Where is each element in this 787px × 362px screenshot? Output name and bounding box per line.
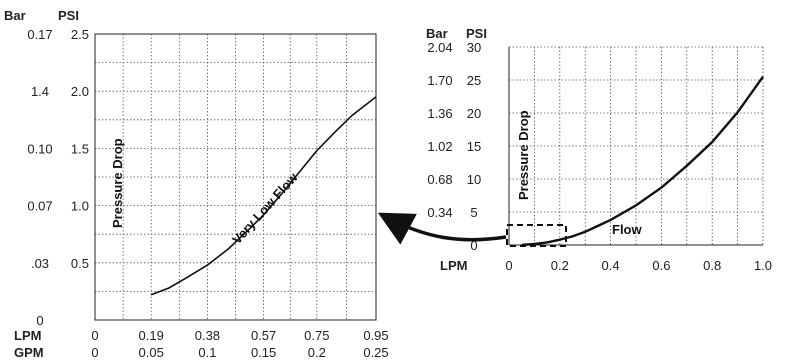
right-y-bar-tick-label: 0.34 (427, 205, 452, 220)
left-bar-unit-label: Bar (4, 8, 26, 23)
left-x-gpm-tick-label: 0.15 (251, 345, 276, 360)
left-y-psi-tick-label: 1.0 (71, 199, 89, 214)
left-y-psi-tick-label: 2.0 (71, 84, 89, 99)
right-y-psi-tick-label: 5 (470, 205, 477, 220)
right-psi-unit-label: PSI (466, 26, 487, 41)
right-chart-flow: Bar PSI 0 0.34 5 0.68 10 1.02 15 1.36 20 1.70 25 2.… (426, 26, 772, 273)
left-chart-grid (95, 34, 376, 320)
left-x-lpm-tick-label: 0.95 (363, 328, 388, 343)
right-y-psi-tick-label: 25 (467, 73, 481, 88)
left-x-gpm-tick-label: 0.25 (363, 345, 388, 360)
right-y-bar-tick-label: 1.70 (427, 73, 452, 88)
left-lpm-unit-label: LPM (14, 328, 41, 343)
right-y-psi-tick-label: 0 (470, 238, 477, 253)
right-flow-label: Flow (612, 222, 642, 237)
left-x-lpm-tick-label: 0.38 (195, 328, 220, 343)
left-x-gpm-tick-label: 0 (91, 345, 98, 360)
left-very-low-flow-label: Very Low Flow (229, 169, 301, 247)
left-y-bar-tick-label: .03 (31, 256, 49, 271)
right-y-psi-tick-label: 20 (467, 106, 481, 121)
right-x-tick-label: 0.4 (602, 258, 620, 273)
right-y-psi-tick-label: 30 (467, 40, 481, 55)
left-chart-frame (94, 33, 377, 321)
left-y-psi-tick-label: 1.5 (71, 141, 89, 156)
right-y-psi-tick-label: 10 (467, 172, 481, 187)
left-y-bar-tick-label: 0.17 (27, 27, 52, 42)
right-y-tick-labels: 0 0.34 5 0.68 10 1.02 15 1.36 20 1.70 25 2.04 30 (427, 40, 481, 253)
left-y-bar-tick-label: 0.07 (27, 199, 52, 214)
right-x-tick-labels: 0 0.2 0.4 0.6 0.8 1.0 (505, 258, 772, 273)
left-x-tick-labels: 0 0 0.19 0.05 0.38 0.1 0.57 0.15 0.75 0.2 0.95 0.25 (91, 328, 388, 360)
left-gpm-unit-label: GPM (14, 345, 44, 360)
right-y-bar-tick-label: 0.68 (427, 172, 452, 187)
left-y-bar-tick-label: 1.4 (31, 84, 49, 99)
left-y-bar-tick-label: 0 (36, 313, 43, 328)
right-bar-unit-label: Bar (426, 26, 448, 41)
left-x-lpm-tick-label: 0.19 (139, 328, 164, 343)
left-pressure-drop-label: Pressure Drop (110, 138, 125, 228)
left-series-very-low-flow-line (150, 96, 377, 296)
left-y-psi-tick-label: 2.5 (71, 27, 89, 42)
right-x-tick-label: 0 (505, 258, 512, 273)
right-x-tick-label: 0.6 (652, 258, 670, 273)
left-x-gpm-tick-label: 0.2 (308, 345, 326, 360)
zoom-connector-arrow (377, 212, 507, 245)
left-x-lpm-tick-label: 0 (91, 328, 98, 343)
left-x-gpm-tick-label: 0.1 (198, 345, 216, 360)
right-y-psi-tick-label: 15 (467, 139, 481, 154)
left-x-lpm-tick-label: 0.57 (251, 328, 276, 343)
right-x-tick-label: 0.2 (551, 258, 569, 273)
right-y-bar-tick-label: 1.02 (427, 139, 452, 154)
right-lpm-unit-label: LPM (440, 258, 467, 273)
right-y-bar-tick-label: 2.04 (427, 40, 452, 55)
left-chart-very-low-flow: Bar PSI 0.03 0.50.07 1.00.10 1.51.4 2.00.17 2… (4, 8, 389, 360)
left-x-lpm-tick-label: 0.75 (304, 328, 329, 343)
left-y-tick-labels: 0 .03 0.5 0.07 1.0 0.10 1.5 1.4 2.0 0.17 2.5 (27, 27, 89, 328)
right-y-bar-tick-label: 1.36 (427, 106, 452, 121)
left-psi-unit-label: PSI (58, 8, 79, 23)
right-x-tick-label: 0.8 (703, 258, 721, 273)
left-y-psi-tick-label: 0.5 (71, 256, 89, 271)
right-chart-grid (509, 46, 764, 245)
left-x-gpm-tick-label: 0.05 (139, 345, 164, 360)
right-x-tick-label: 1.0 (754, 258, 772, 273)
left-y-bar-tick-label: 0.10 (27, 141, 52, 156)
right-series-line (521, 76, 764, 247)
right-pressure-drop-label: Pressure Drop (516, 110, 531, 200)
